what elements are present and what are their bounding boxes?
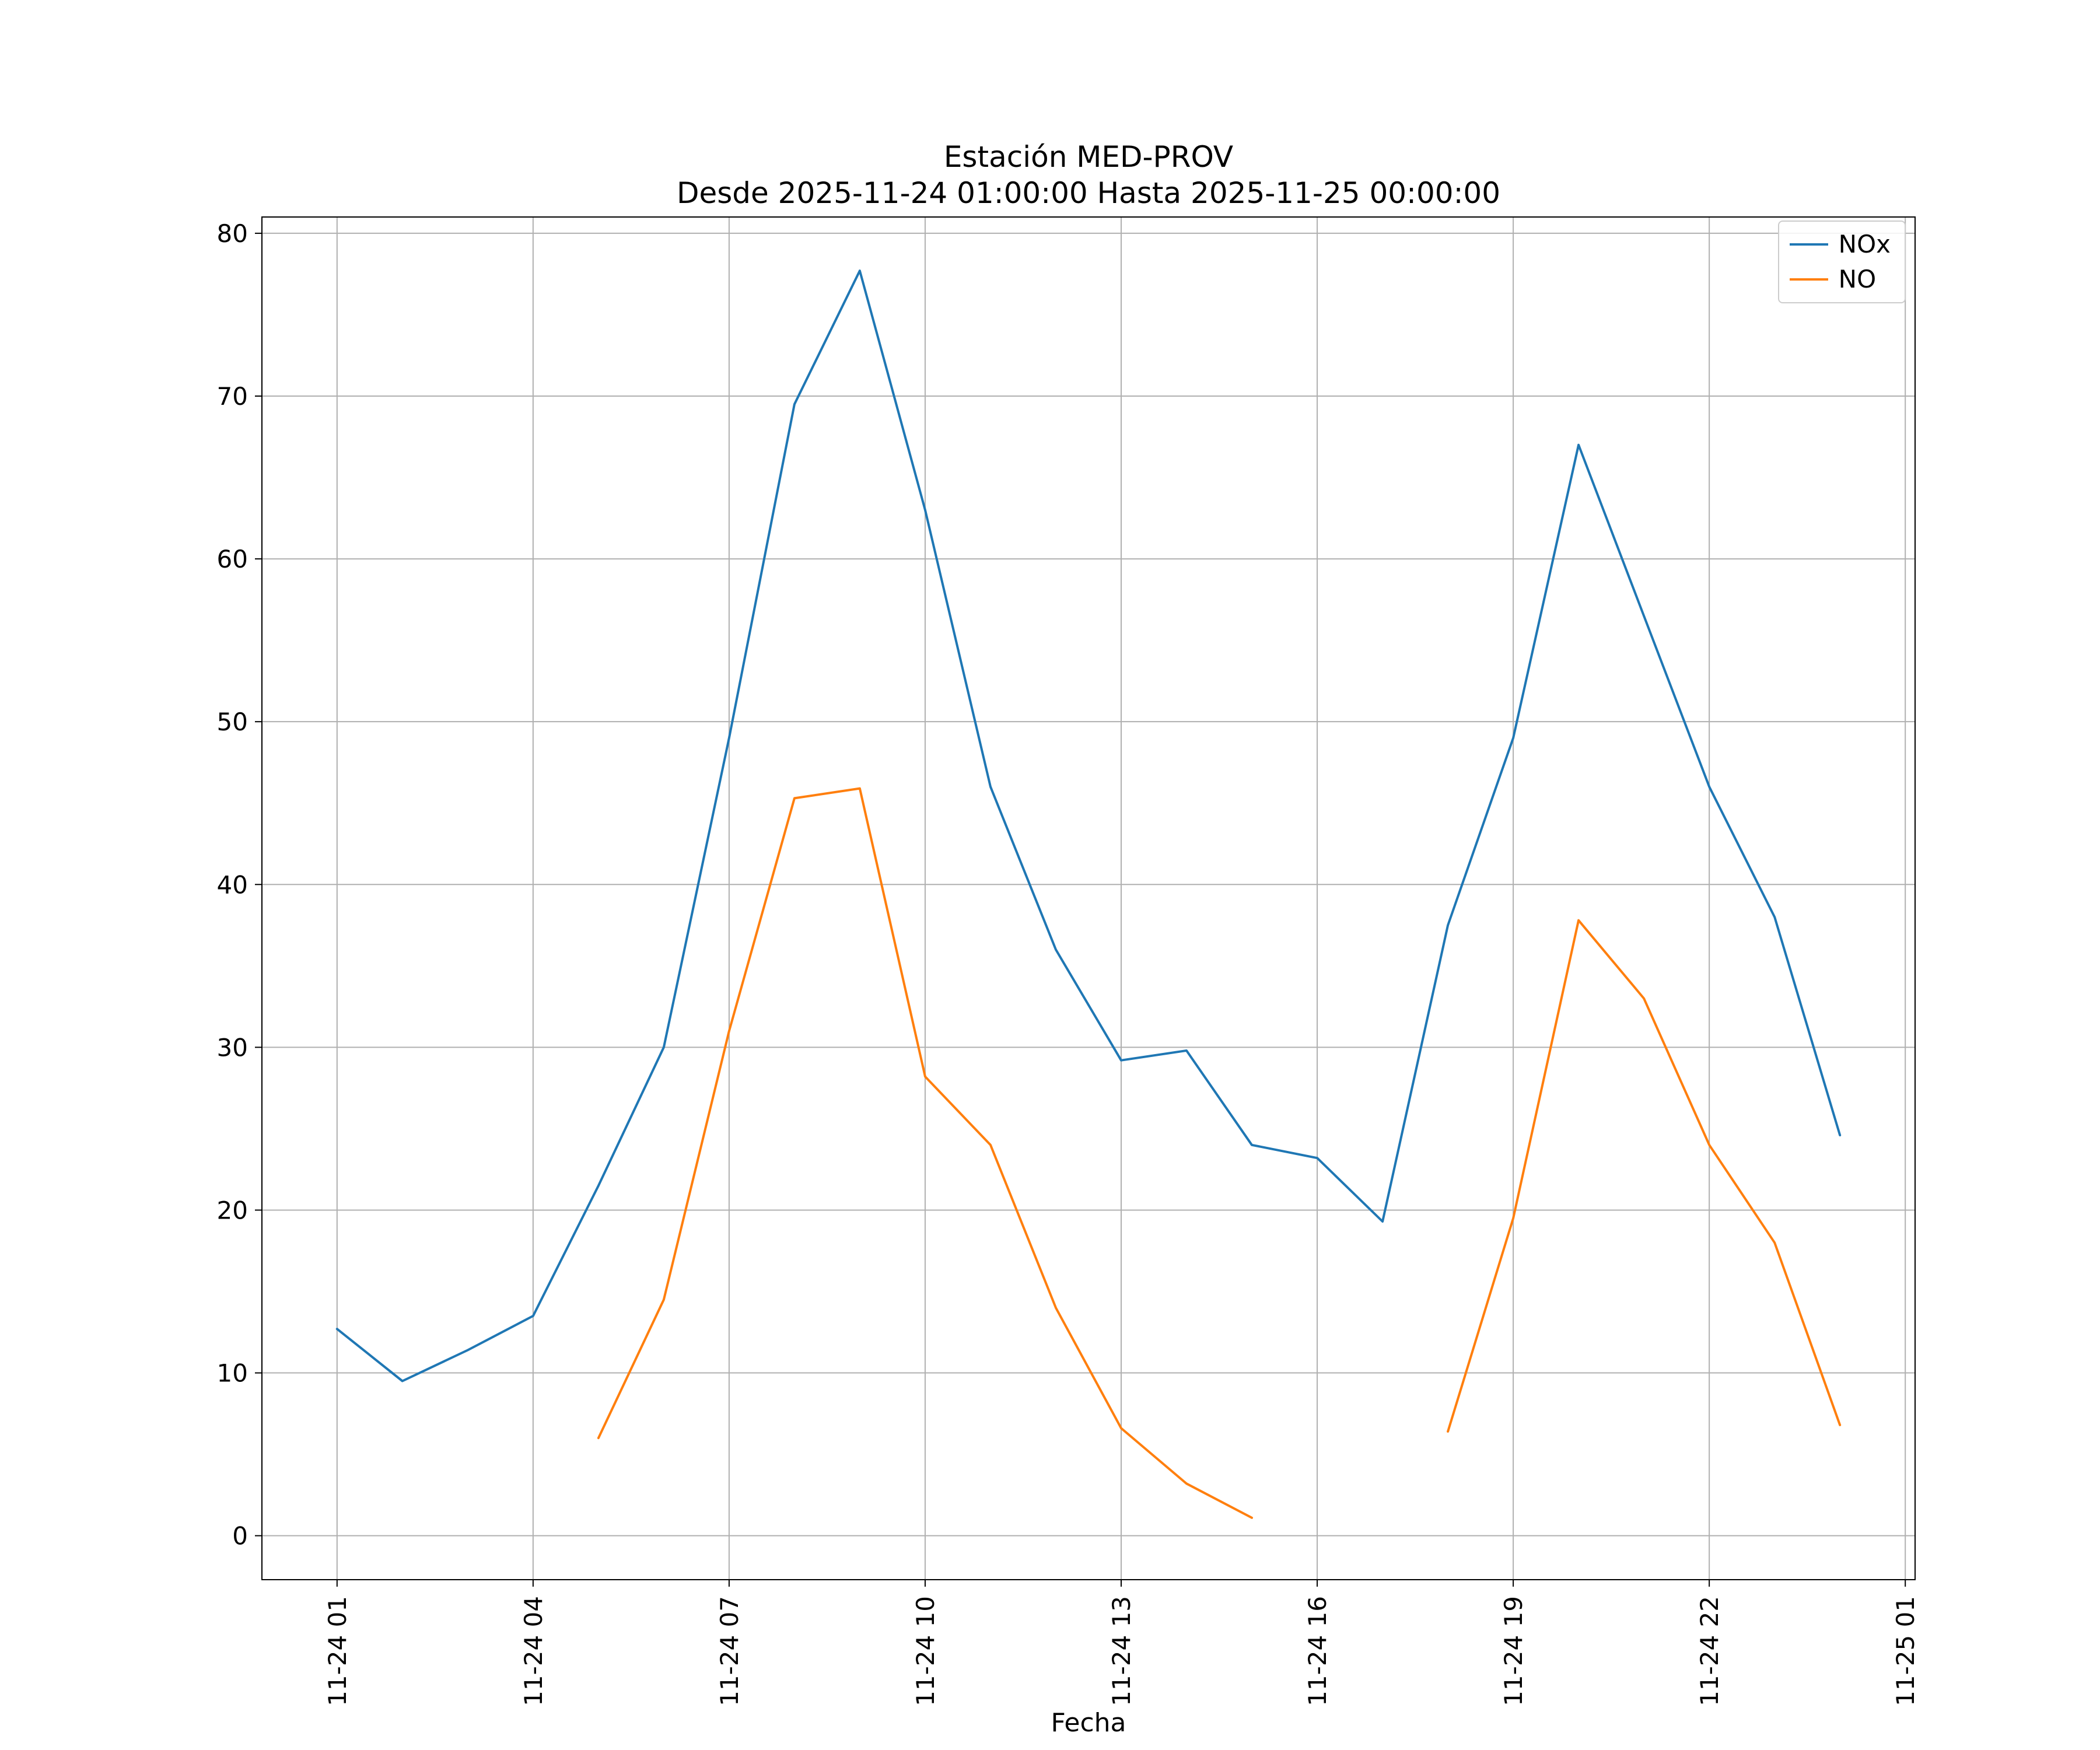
y-tick-label: 30 xyxy=(217,1033,248,1062)
x-tick-label: 11-24 07 xyxy=(715,1596,744,1706)
y-tick-label: 60 xyxy=(217,545,248,573)
legend-line-swatch-no xyxy=(1789,278,1828,281)
legend-label-nox: NOx xyxy=(1838,230,1891,258)
legend-label-no: NO xyxy=(1838,265,1877,293)
chart-subtitle: Desde 2025-11-24 01:00:00 Hasta 2025-11-… xyxy=(676,176,1501,210)
x-tick-label: 11-24 19 xyxy=(1499,1596,1528,1706)
chart-title-block: Estación MED-PROV Desde 2025-11-24 01:00… xyxy=(262,139,1915,211)
series-line-no xyxy=(597,787,1253,1519)
legend-item-nox: NOx xyxy=(1789,230,1891,259)
x-tick-label: 11-24 13 xyxy=(1107,1596,1136,1706)
y-tick-label: 10 xyxy=(217,1359,248,1388)
x-tick-label: 11-24 22 xyxy=(1695,1596,1724,1706)
y-tick-label: 50 xyxy=(217,708,248,736)
x-tick-label: 11-24 04 xyxy=(519,1596,548,1706)
series-line-no xyxy=(1447,919,1842,1433)
y-tick-label: 40 xyxy=(217,870,248,899)
y-tick-label: 0 xyxy=(232,1522,248,1550)
x-tick-label: 11-24 01 xyxy=(323,1596,352,1706)
x-axis-label: Fecha xyxy=(1051,1708,1126,1738)
x-tick-label: 11-24 16 xyxy=(1303,1596,1332,1706)
series-line-nox xyxy=(335,270,1842,1382)
y-tick-label: 70 xyxy=(217,382,248,411)
legend-line-swatch-nox xyxy=(1789,243,1828,246)
legend-item-no: NO xyxy=(1789,265,1891,294)
axes-frame xyxy=(261,216,1916,1580)
y-tick-label: 80 xyxy=(217,219,248,248)
chart-title: Estación MED-PROV xyxy=(943,140,1234,174)
y-tick-label: 20 xyxy=(217,1196,248,1224)
x-tick-label: 11-25 01 xyxy=(1891,1596,1920,1706)
x-tick-label: 11-24 10 xyxy=(911,1596,940,1706)
legend: NOx NO xyxy=(1777,220,1906,303)
